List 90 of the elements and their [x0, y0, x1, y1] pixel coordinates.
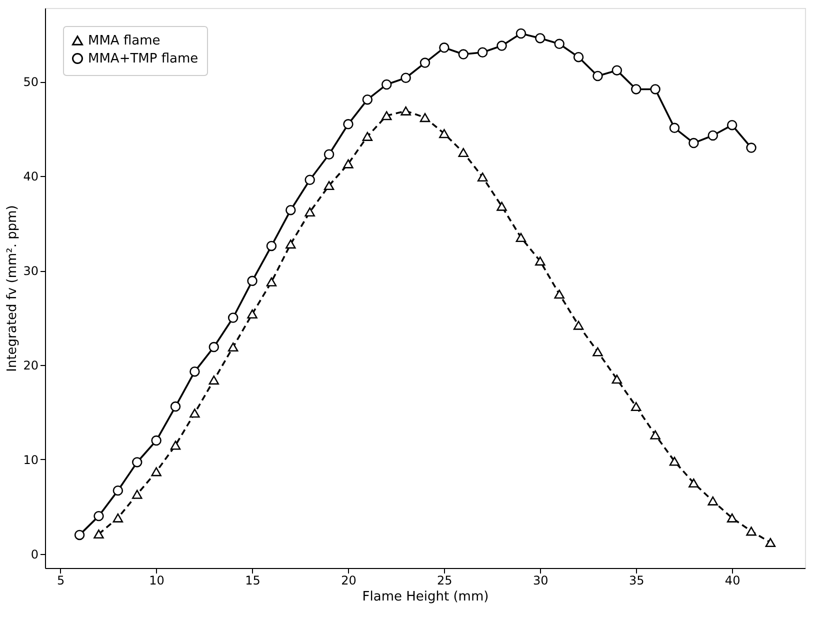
point [362, 132, 373, 141]
point [151, 435, 162, 446]
point [112, 485, 124, 496]
point [592, 70, 603, 82]
x-tick-label: 10 [149, 574, 164, 588]
point [420, 58, 430, 68]
point [362, 94, 373, 105]
point [573, 320, 584, 330]
point [458, 49, 469, 60]
point [496, 40, 507, 51]
x-tick-label: 40 [724, 574, 740, 588]
point [304, 207, 315, 217]
y-tick-label: 50 [23, 75, 38, 90]
point [381, 79, 392, 90]
point [669, 122, 680, 134]
point [439, 129, 450, 138]
point [669, 456, 680, 466]
point [726, 513, 738, 522]
x-tick-label: 20 [341, 574, 356, 588]
point [266, 277, 277, 286]
point [688, 138, 699, 148]
point [208, 342, 220, 352]
point [516, 28, 526, 39]
point [94, 529, 104, 539]
point [208, 376, 220, 385]
point [708, 130, 718, 141]
point [573, 52, 584, 62]
point [381, 111, 392, 120]
point [343, 119, 354, 130]
point [286, 240, 296, 249]
point [688, 478, 699, 488]
y-axis-title: Integrated fv (mm². ppm) [5, 205, 20, 372]
point [151, 467, 162, 476]
legend-label: MMA flame [88, 34, 160, 48]
point [516, 232, 526, 242]
y-tick-label: 40 [23, 170, 38, 184]
point [266, 240, 277, 252]
point [132, 457, 142, 468]
point [612, 374, 622, 384]
x-tick-label: 35 [628, 574, 644, 588]
point [190, 366, 200, 377]
point [400, 72, 411, 83]
point [630, 402, 642, 412]
point [477, 172, 488, 182]
point [535, 256, 546, 266]
point [400, 106, 411, 116]
x-tick-label: 15 [245, 574, 260, 588]
x-tick-label: 5 [57, 574, 65, 588]
point [708, 496, 718, 506]
point [496, 202, 507, 211]
point [74, 530, 85, 540]
point [592, 347, 603, 356]
point [190, 408, 200, 418]
point [132, 490, 142, 499]
point [324, 149, 334, 160]
point [726, 120, 738, 130]
point [477, 47, 488, 58]
point [420, 113, 430, 122]
point [630, 84, 642, 94]
x-tick-label: 30 [533, 574, 548, 588]
y-tick-label: 30 [23, 264, 38, 278]
point [650, 430, 660, 440]
point [746, 526, 756, 536]
point [765, 538, 776, 548]
point [228, 312, 238, 323]
point [535, 33, 546, 44]
point [304, 174, 315, 185]
point [650, 84, 660, 94]
point [247, 276, 258, 286]
point [170, 440, 181, 450]
point [286, 204, 296, 216]
legend-label: MMA+TMP flame [88, 52, 198, 66]
point [94, 510, 104, 522]
point [112, 513, 124, 522]
point [170, 401, 181, 412]
y-tick-label: 10 [23, 452, 38, 467]
point [746, 142, 756, 153]
point [324, 181, 334, 190]
x-tick-label: 25 [437, 574, 452, 588]
point [554, 290, 564, 299]
point [554, 38, 564, 49]
y-tick-label: 20 [23, 358, 38, 372]
point [439, 42, 450, 53]
point [458, 148, 469, 158]
point [612, 65, 622, 76]
point [247, 309, 258, 318]
point [343, 159, 354, 168]
x-axis-title: Flame Height (mm) [362, 590, 489, 604]
point [228, 342, 238, 352]
y-tick-label: 0 [30, 547, 38, 562]
